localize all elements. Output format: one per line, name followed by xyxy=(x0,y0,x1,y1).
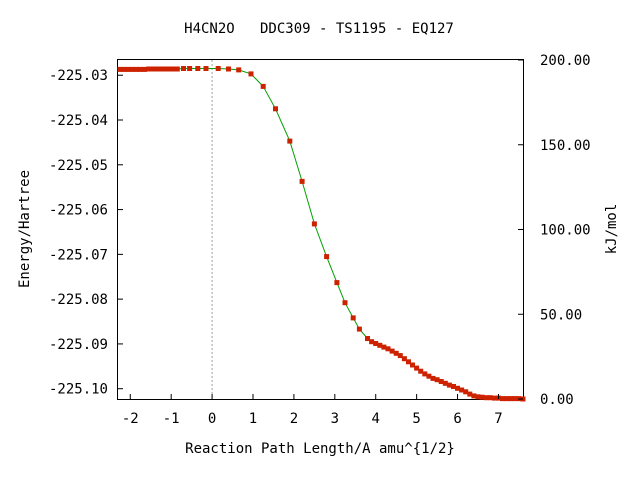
data-point xyxy=(467,391,473,397)
data-point xyxy=(158,66,164,72)
y2-axis-label: kJ/mol xyxy=(604,204,620,255)
y2-tick-label: 50.00 xyxy=(540,307,582,323)
data-point xyxy=(166,66,172,72)
data-point xyxy=(446,382,452,388)
data-point xyxy=(162,66,168,72)
data-point xyxy=(438,379,444,384)
data-point xyxy=(248,71,254,77)
data-point xyxy=(356,326,362,332)
data-point xyxy=(393,350,399,356)
data-point xyxy=(504,396,510,402)
y2-tick-label: 0.00 xyxy=(540,392,574,408)
y-tick-label: -225.06 xyxy=(49,203,108,219)
y-axis-label: Energy/Hartree xyxy=(17,170,33,288)
data-point xyxy=(125,66,131,72)
data-point xyxy=(195,66,201,71)
data-point xyxy=(260,83,266,89)
data-point xyxy=(121,66,127,72)
data-point xyxy=(150,66,156,72)
data-point xyxy=(406,359,411,365)
data-point xyxy=(215,66,221,71)
x-tick-label: 4 xyxy=(372,411,380,427)
y-tick-label: -225.08 xyxy=(49,292,108,308)
y2-tick-label: 100.00 xyxy=(540,223,591,239)
y2-tick-label: 150.00 xyxy=(540,138,591,154)
data-point xyxy=(508,396,514,402)
data-point xyxy=(174,66,180,72)
data-point xyxy=(365,336,370,341)
data-point xyxy=(334,280,340,286)
plot-frame xyxy=(117,59,524,400)
data-point xyxy=(434,377,440,383)
data-point xyxy=(299,178,305,184)
data-point xyxy=(455,385,460,391)
data-point xyxy=(459,387,465,393)
data-point xyxy=(397,353,403,359)
data-point xyxy=(170,66,176,72)
data-point xyxy=(401,356,407,362)
series-line xyxy=(120,68,524,400)
data-point xyxy=(342,300,348,306)
y-tick-label: -225.05 xyxy=(49,158,108,174)
data-point xyxy=(442,380,448,386)
data-point xyxy=(483,395,489,401)
data-point xyxy=(226,66,231,72)
y-tick-label: -225.09 xyxy=(49,337,108,353)
data-point xyxy=(479,394,485,400)
data-point xyxy=(512,396,518,402)
data-point xyxy=(422,371,428,377)
data-point xyxy=(273,106,278,112)
data-point xyxy=(311,221,317,227)
x-tick-label: 2 xyxy=(290,411,298,427)
data-point xyxy=(187,66,193,71)
x-tick-label: 0 xyxy=(208,411,216,427)
y-tick-label: -225.10 xyxy=(49,382,108,398)
data-point xyxy=(142,66,148,72)
x-tick-label: 6 xyxy=(453,411,461,427)
data-point xyxy=(471,393,477,399)
data-point xyxy=(138,66,143,72)
data-point xyxy=(491,395,497,401)
x-axis-label: Reaction Path Length/A amu^{1/2} xyxy=(185,441,455,457)
data-point xyxy=(430,375,436,381)
data-point xyxy=(389,348,395,354)
data-point xyxy=(117,66,123,72)
data-point xyxy=(414,365,420,371)
data-point xyxy=(324,254,330,260)
data-point xyxy=(146,66,152,72)
data-point xyxy=(487,395,493,401)
data-point xyxy=(418,368,424,374)
data-point xyxy=(385,346,391,352)
y-tick-label: -225.07 xyxy=(49,247,108,263)
x-tick-label: 3 xyxy=(331,411,339,427)
data-point xyxy=(350,315,356,321)
data-point xyxy=(181,66,186,71)
x-tick-label: 5 xyxy=(412,411,420,427)
x-tick-label: -2 xyxy=(122,411,139,427)
data-point xyxy=(287,138,293,144)
data-point xyxy=(377,342,383,348)
data-point xyxy=(463,389,469,395)
data-point xyxy=(154,66,160,72)
y-tick-label: -225.03 xyxy=(49,68,108,84)
data-point xyxy=(426,373,432,379)
data-point xyxy=(236,67,242,73)
y-tick-label: -225.04 xyxy=(49,113,108,129)
x-tick-label: 7 xyxy=(494,411,502,427)
data-point xyxy=(451,384,456,389)
data-point xyxy=(129,66,135,72)
data-point xyxy=(373,341,379,346)
data-point xyxy=(500,396,505,402)
data-point xyxy=(475,394,481,400)
x-tick-label: -1 xyxy=(163,411,180,427)
x-tick-label: 1 xyxy=(249,411,257,427)
data-point xyxy=(133,66,139,72)
chart-title: H4CN2O DDC309 - TS1195 - EQ127 xyxy=(184,21,454,37)
data-point xyxy=(410,362,415,368)
y2-tick-label: 200.00 xyxy=(540,53,591,69)
data-point xyxy=(203,66,209,71)
data-point xyxy=(381,344,387,350)
data-point xyxy=(369,339,375,345)
